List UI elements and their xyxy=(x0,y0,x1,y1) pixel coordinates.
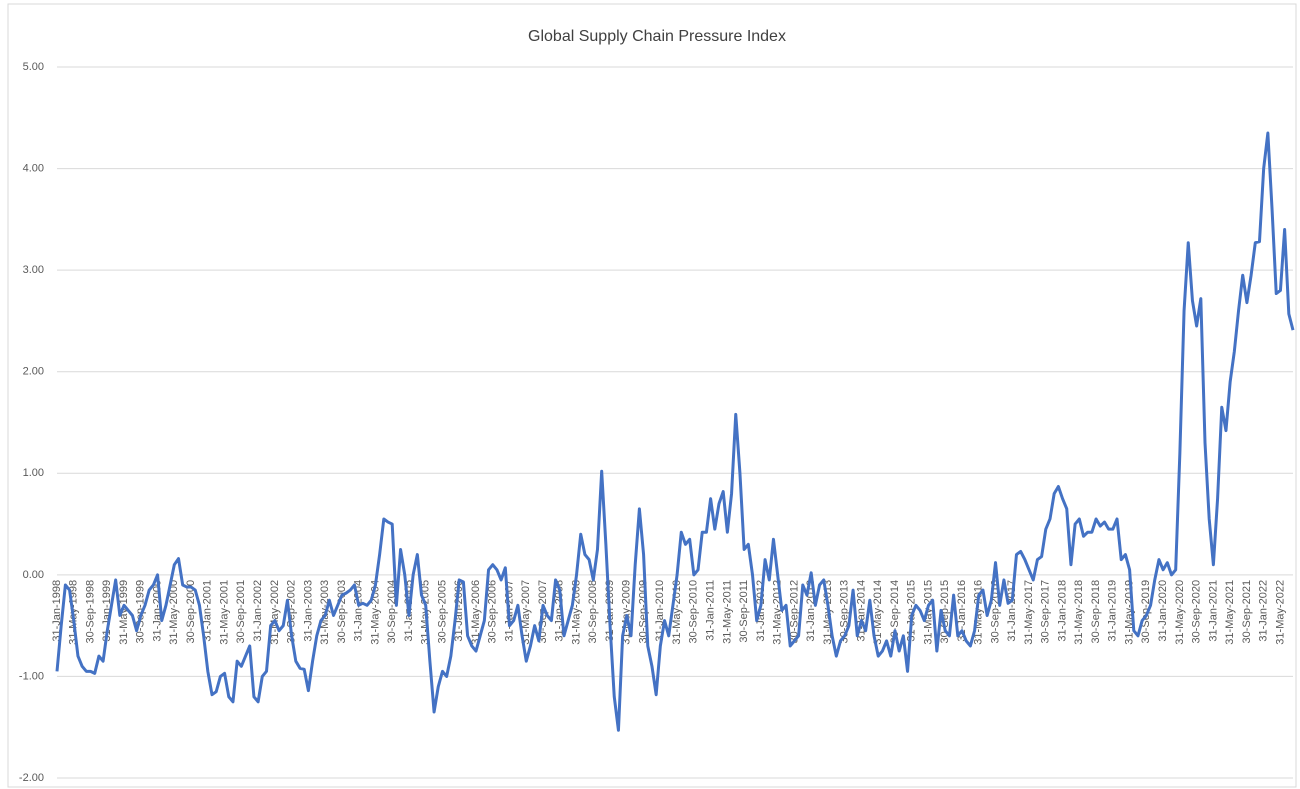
x-tick-label: 30-Sep-2020 xyxy=(1191,580,1203,644)
y-tick-label: 5.00 xyxy=(23,61,44,73)
y-tick-label: 1.00 xyxy=(23,467,44,479)
x-tick-label: 30-Sep-2008 xyxy=(587,580,599,644)
x-tick-label: 31-Jan-2021 xyxy=(1207,580,1219,642)
x-tick-label: 31-Jan-2015 xyxy=(906,580,918,642)
x-tick-label: 31-Jan-2022 xyxy=(1258,580,1270,642)
x-tick-label: 31-May-2020 xyxy=(1174,580,1186,645)
x-tick-label: 30-Sep-2005 xyxy=(436,580,448,644)
x-tick-label: 31-Jan-2001 xyxy=(202,580,214,642)
data-line xyxy=(55,131,1295,732)
x-tick-label: 30-Sep-2021 xyxy=(1241,580,1253,644)
chart-frame xyxy=(7,3,1297,788)
y-tick-label: 2.00 xyxy=(23,366,44,378)
x-tick-label: 31-Jan-2020 xyxy=(1157,580,1169,642)
x-tick-label: 31-Jan-2010 xyxy=(654,580,666,642)
x-tick-label: 30-Sep-2003 xyxy=(336,580,348,644)
y-tick-label: 0.00 xyxy=(23,569,44,581)
x-tick-label: 30-Sep-2006 xyxy=(487,580,499,644)
y-tick-label: -1.00 xyxy=(19,670,44,682)
x-tick-label: 31-Jan-2018 xyxy=(1056,580,1068,642)
x-tick-label: 31-Jan-2016 xyxy=(956,580,968,642)
x-tick-label: 31-May-2014 xyxy=(872,580,884,645)
x-tick-label: 30-Sep-2010 xyxy=(688,580,700,644)
x-tick-label: 31-Jan-2017 xyxy=(1006,580,1018,642)
x-tick-label: 30-Sep-2018 xyxy=(1090,580,1102,644)
x-tick-label: 31-May-2011 xyxy=(721,580,733,644)
x-tick-label: 31-May-2017 xyxy=(1023,580,1035,645)
x-tick-label: 31-Jan-2019 xyxy=(1107,580,1119,642)
x-tick-label: 30-Sep-2012 xyxy=(788,580,800,644)
x-tick-label: 30-Sep-2014 xyxy=(889,580,901,644)
x-tick-label: 31-May-1999 xyxy=(118,580,130,645)
x-tick-label: 30-Sep-1999 xyxy=(135,580,147,644)
x-tick-label: 31-May-2021 xyxy=(1224,580,1236,645)
x-tick-label: 30-Sep-2001 xyxy=(235,580,247,644)
x-tick-label: 30-Sep-2000 xyxy=(185,580,197,644)
x-tick-label: 30-Sep-2011 xyxy=(738,580,750,643)
x-tick-label: 31-May-2007 xyxy=(520,580,532,645)
x-tick-label: 31-Jan-2002 xyxy=(252,580,264,642)
x-tick-label: 31-May-2006 xyxy=(470,580,482,645)
x-tick-label: 31-Jan-2003 xyxy=(302,580,314,642)
x-tick-label: 31-May-2022 xyxy=(1274,580,1286,645)
x-tick-label: 31-Jan-1999 xyxy=(101,580,113,642)
x-tick-label: 31-May-2008 xyxy=(570,580,582,645)
x-tick-label: 31-May-2015 xyxy=(922,580,934,645)
y-tick-label: 4.00 xyxy=(23,162,44,174)
x-tick-label: 31-May-2001 xyxy=(218,580,230,645)
y-tick-label: 3.00 xyxy=(23,264,44,276)
x-tick-label: 31-May-2000 xyxy=(168,580,180,645)
x-tick-label: 31-Jan-2011 xyxy=(705,580,717,641)
x-tick-label: 30-Sep-2019 xyxy=(1140,580,1152,644)
chart-title: Global Supply Chain Pressure Index xyxy=(528,28,786,45)
y-tick-label: -2.00 xyxy=(19,772,44,784)
x-tick-label: 31-May-2018 xyxy=(1073,580,1085,645)
x-tick-label: 31-May-2012 xyxy=(772,580,784,645)
x-tick-label: 30-Sep-2017 xyxy=(1040,580,1052,644)
x-tick-label: 30-Sep-1998 xyxy=(84,580,96,644)
x-tick-label: 30-Sep-2002 xyxy=(286,580,298,644)
x-tick-label: 30-Sep-2015 xyxy=(939,580,951,644)
